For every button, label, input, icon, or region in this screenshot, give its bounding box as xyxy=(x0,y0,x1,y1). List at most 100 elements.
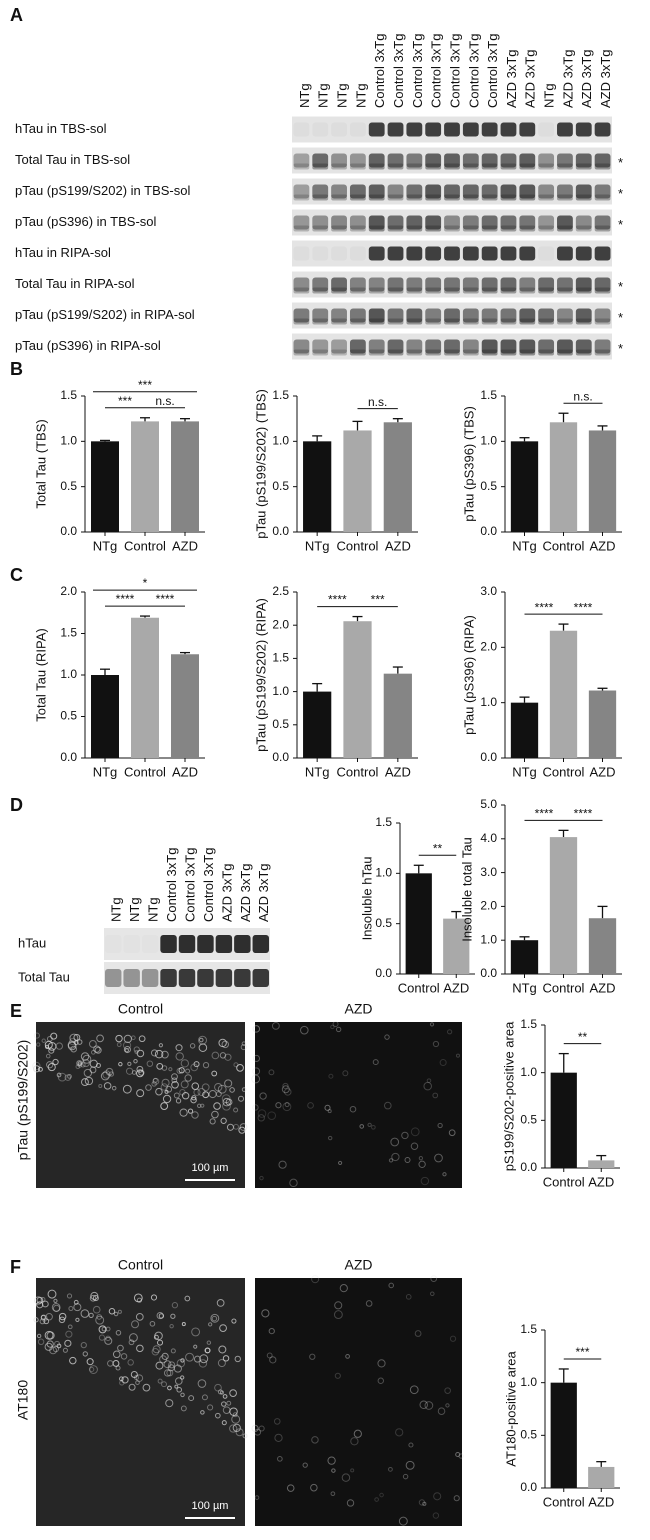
blot-band xyxy=(594,308,611,323)
y-tick-label: 1.5 xyxy=(60,626,77,640)
y-tick-label: 1.0 xyxy=(520,1375,537,1389)
cell xyxy=(229,1389,237,1397)
blot-band xyxy=(425,339,442,354)
blot-band xyxy=(519,194,536,201)
cell xyxy=(405,1460,415,1470)
y-tick-label: 0.0 xyxy=(60,750,77,764)
y-tick-label: 0.0 xyxy=(480,966,497,980)
x-tick-label: AZD xyxy=(385,764,411,779)
y-tick-label: 1.0 xyxy=(520,1065,537,1079)
blot-band xyxy=(387,349,404,356)
blot-row-label: hTau xyxy=(18,935,46,950)
blot-band xyxy=(293,153,310,168)
cell xyxy=(44,1330,54,1340)
image-column-label: Control xyxy=(118,1001,163,1017)
blot-band xyxy=(500,163,517,170)
cell xyxy=(88,1312,94,1319)
blot-band xyxy=(462,349,479,356)
blot-band xyxy=(368,225,385,232)
cell xyxy=(64,1074,72,1081)
cell xyxy=(229,1424,238,1433)
cell xyxy=(221,1420,227,1426)
blot-band xyxy=(500,287,517,294)
image-column-label: Control xyxy=(118,1257,163,1273)
bar xyxy=(550,1072,577,1168)
cell xyxy=(150,1049,159,1057)
blot-band xyxy=(519,349,536,356)
cell xyxy=(108,1308,116,1315)
cell xyxy=(48,1047,55,1054)
lane-label: AZD 3xTg xyxy=(523,49,538,108)
blot-band xyxy=(331,153,347,168)
blot-band xyxy=(594,277,611,292)
blot-band xyxy=(178,935,196,953)
cell xyxy=(150,1294,158,1301)
cell xyxy=(103,1082,112,1090)
cell xyxy=(158,1313,165,1319)
blot-band xyxy=(406,153,423,168)
y-axis-label: pTau (pS396) (RIPA) xyxy=(461,615,476,735)
cell xyxy=(208,1322,213,1327)
cell xyxy=(274,1433,283,1442)
blot-band xyxy=(387,225,404,232)
cell xyxy=(40,1314,48,1322)
cell xyxy=(185,1068,191,1074)
blot-note: * xyxy=(618,155,623,170)
cell xyxy=(106,1360,114,1367)
cell xyxy=(455,1451,461,1458)
cell xyxy=(328,1073,334,1079)
blot-band xyxy=(368,349,385,356)
cell xyxy=(179,1108,188,1117)
cell xyxy=(64,1339,72,1347)
blot-band xyxy=(538,308,555,323)
blot-band xyxy=(594,225,611,232)
cell xyxy=(161,1078,170,1087)
cell xyxy=(67,1324,73,1330)
y-tick-label: 0.0 xyxy=(520,1160,537,1174)
cell xyxy=(46,1061,54,1069)
lane-label: NTg xyxy=(146,897,161,922)
lane-label: NTg xyxy=(353,83,368,108)
cell xyxy=(81,1078,89,1087)
cell xyxy=(135,1374,144,1382)
blot-band xyxy=(234,969,251,987)
blot-band xyxy=(294,247,310,261)
cell xyxy=(432,1092,439,1099)
cell xyxy=(388,1466,393,1472)
cell xyxy=(231,1414,241,1424)
cell xyxy=(437,1122,443,1129)
cell xyxy=(216,1299,225,1307)
cell xyxy=(173,1092,180,1099)
y-tick-label: 1.5 xyxy=(375,815,392,829)
cell xyxy=(310,1483,318,1492)
cell xyxy=(200,1103,205,1108)
cell xyxy=(66,1293,73,1299)
cell xyxy=(241,1087,247,1092)
cell xyxy=(180,1392,185,1398)
blot-band xyxy=(368,287,385,294)
y-tick-label: 2.0 xyxy=(480,899,497,913)
cell xyxy=(175,1044,183,1052)
cell xyxy=(447,1029,453,1035)
blot-band xyxy=(575,184,592,199)
blot-band xyxy=(368,153,385,168)
blot-row-label: Total Tau in RIPA-sol xyxy=(15,276,135,291)
cell xyxy=(404,1156,411,1163)
blot-band xyxy=(312,163,329,170)
cell xyxy=(332,1021,339,1028)
x-tick-label: Control xyxy=(337,538,379,553)
blot-band xyxy=(331,184,347,199)
blot-band xyxy=(349,225,366,232)
bar xyxy=(91,675,119,758)
cell xyxy=(163,1369,172,1377)
cell xyxy=(202,1062,210,1069)
blot-band xyxy=(538,215,555,230)
cell xyxy=(211,1110,219,1119)
cell xyxy=(152,1077,158,1083)
cell xyxy=(193,1344,198,1349)
significance-label: **** xyxy=(328,593,347,607)
cell xyxy=(73,1299,79,1305)
cell xyxy=(56,1343,62,1349)
cell xyxy=(113,1311,119,1317)
cell xyxy=(101,1326,107,1332)
